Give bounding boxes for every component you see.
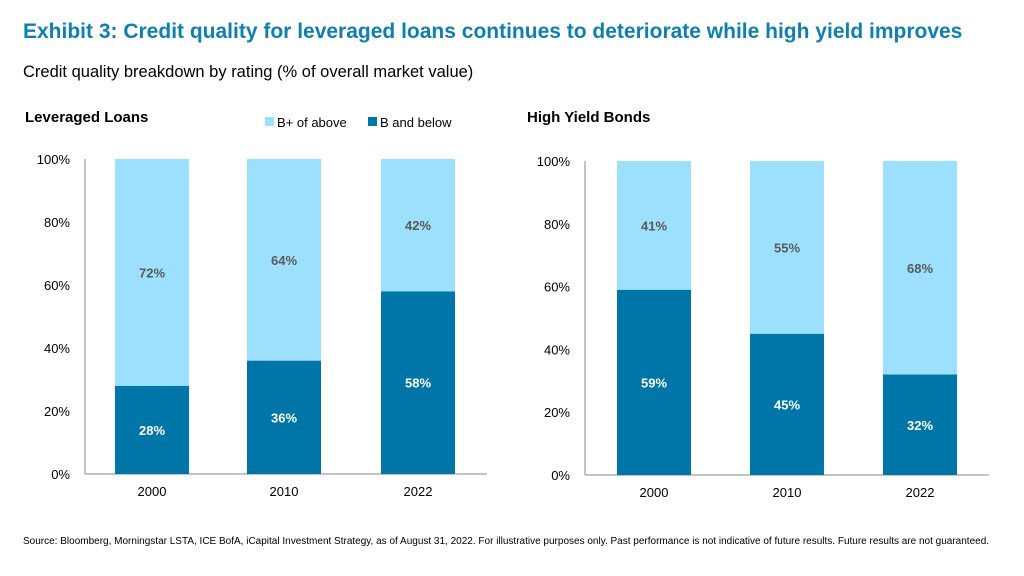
y-tick-label: 0% [51, 467, 70, 482]
legend-swatch-b-plus-above [265, 117, 274, 126]
exhibit-title: Exhibit 3: Credit quality for leveraged … [23, 20, 963, 43]
data-label: 59% [641, 375, 667, 390]
bar-b-and-below [883, 374, 957, 475]
exhibit-subtitle: Credit quality breakdown by rating (% of… [23, 63, 474, 81]
bar-b-plus-above [750, 161, 824, 334]
legend-label-b-and-below: B and below [380, 115, 452, 130]
y-tick-label: 20% [44, 404, 70, 419]
bar-b-and-below [750, 333, 824, 475]
data-label: 58% [405, 376, 431, 391]
y-tick-label: 100% [37, 152, 71, 167]
y-tick-label: 80% [44, 215, 70, 230]
data-label: 45% [774, 397, 800, 412]
y-tick-label: 40% [544, 342, 570, 357]
bar-b-and-below [381, 291, 455, 474]
x-tick-label: 2010 [270, 484, 299, 499]
x-tick-label: 2000 [640, 485, 669, 500]
x-tick-label: 2022 [404, 484, 433, 499]
data-label: 55% [774, 240, 800, 255]
x-tick-label: 2000 [138, 484, 167, 499]
bar-b-plus-above [617, 161, 691, 290]
data-label: 42% [405, 218, 431, 233]
bar-b-and-below [247, 360, 321, 474]
y-tick-label: 60% [44, 278, 70, 293]
data-label: 41% [641, 218, 667, 233]
source-note: Source: Bloomberg, Morningstar LSTA, ICE… [23, 536, 990, 547]
bar-b-plus-above [115, 159, 189, 386]
y-tick-label: 60% [544, 280, 570, 295]
bar-b-and-below [617, 289, 691, 475]
y-tick-label: 80% [544, 217, 570, 232]
data-label: 32% [907, 418, 933, 433]
data-label: 36% [271, 410, 297, 425]
data-label: 72% [139, 265, 165, 280]
bar-b-plus-above [381, 159, 455, 292]
x-tick-label: 2022 [906, 485, 935, 500]
bar-b-plus-above [247, 159, 321, 361]
chart-title: High Yield Bonds [527, 109, 650, 126]
bar-b-and-below [115, 385, 189, 474]
data-label: 64% [271, 253, 297, 268]
y-tick-label: 0% [551, 468, 570, 483]
y-tick-label: 20% [544, 405, 570, 420]
legend-swatch-b-and-below [368, 117, 377, 126]
chart-title: Leveraged Loans [25, 109, 148, 126]
y-tick-label: 100% [537, 154, 571, 169]
legend-label-b-plus-above: B+ of above [277, 115, 347, 130]
data-label: 28% [139, 423, 165, 438]
y-tick-label: 40% [44, 341, 70, 356]
data-label: 68% [907, 261, 933, 276]
bar-b-plus-above [883, 161, 957, 375]
x-tick-label: 2010 [773, 485, 802, 500]
